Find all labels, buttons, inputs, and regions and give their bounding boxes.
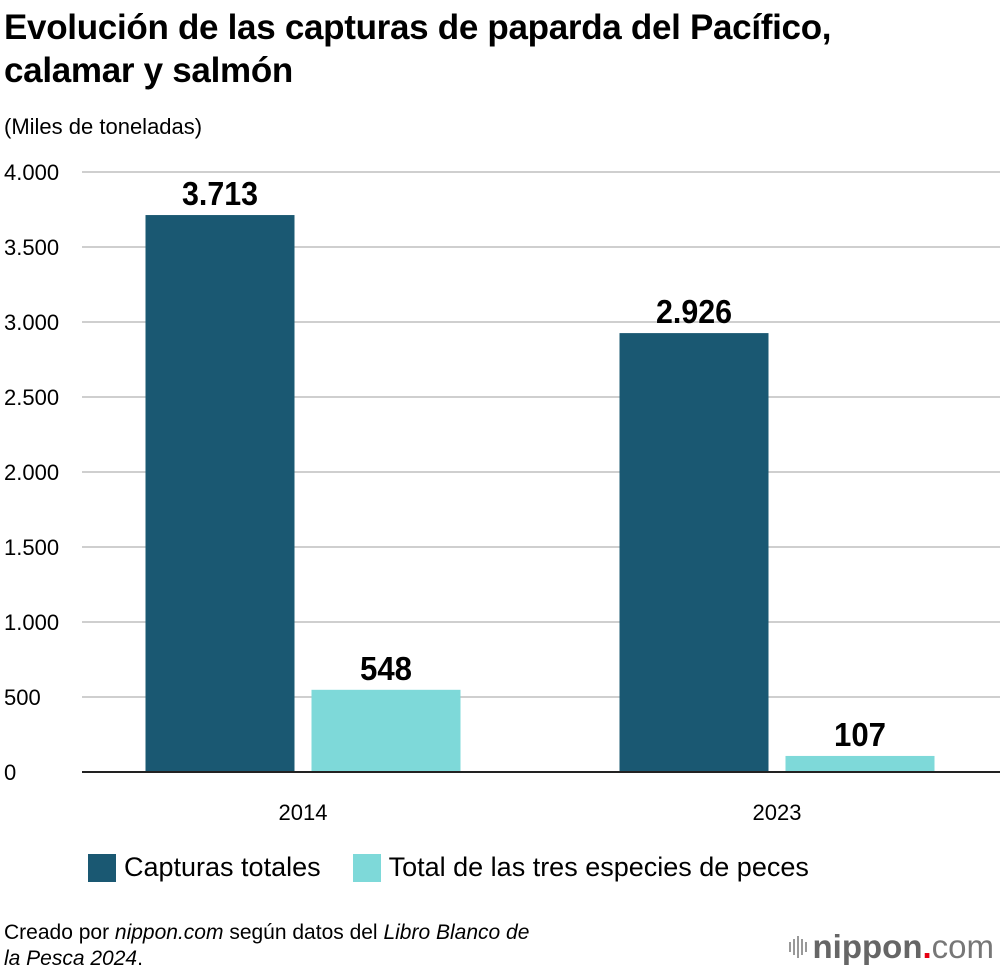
logo-dot: . [922,928,932,965]
source-text: . [137,947,143,970]
data-label: 3.713 [182,175,258,212]
legend-label: Capturas totales [124,852,321,882]
y-tick-label: 1.500 [4,535,59,560]
nippon-logo: nippon. com [788,928,994,966]
x-tick-label: 2023 [753,800,802,825]
y-tick-label: 1.000 [4,610,59,635]
source-text: Creado por [4,921,115,944]
logo-tld: com [931,928,994,965]
logo-text: nippon [812,928,923,965]
title-line-1: Evolución de las capturas de paparda del… [4,8,832,47]
logo-bars-icon [788,936,807,958]
legend: Capturas totales Total de las tres espec… [88,852,841,883]
bar-1-2014 [311,689,461,772]
y-tick-label: 2.000 [4,460,59,485]
bar-0-2023 [619,333,769,772]
y-tick-label: 3.000 [4,310,59,335]
source-site: nippon.com [114,921,224,944]
legend-swatch [88,853,116,882]
chart-title: Evolución de las capturas de paparda del… [4,6,832,92]
data-label: 107 [834,716,886,753]
bar-0-2014 [145,215,295,773]
legend-label: Total de las tres especies de peces [388,852,809,882]
x-tick-label: 2014 [279,800,328,825]
y-tick-label: 500 [4,685,41,710]
source-publication: la Pesca 2024 [4,947,138,970]
legend-item-capturas-totales: Capturas totales [88,852,321,883]
data-label: 548 [360,650,412,687]
legend-item-tres-especies: Total de las tres especies de peces [352,852,809,883]
y-tick-label: 3.500 [4,235,59,260]
legend-swatch [352,853,381,882]
source-note: Creado por nippon.com según datos del Li… [4,920,529,972]
source-publication: Libro Blanco de [383,921,530,944]
bar-1-2023 [785,755,935,772]
title-line-2: calamar y salmón [4,51,293,90]
source-text: según datos del [223,921,384,944]
data-label: 2.926 [656,293,732,330]
y-tick-label: 2.500 [4,385,59,410]
y-tick-label: 4.000 [4,160,59,185]
y-axis-label: (Miles de toneladas) [4,114,203,139]
y-tick-label: 0 [4,760,16,785]
